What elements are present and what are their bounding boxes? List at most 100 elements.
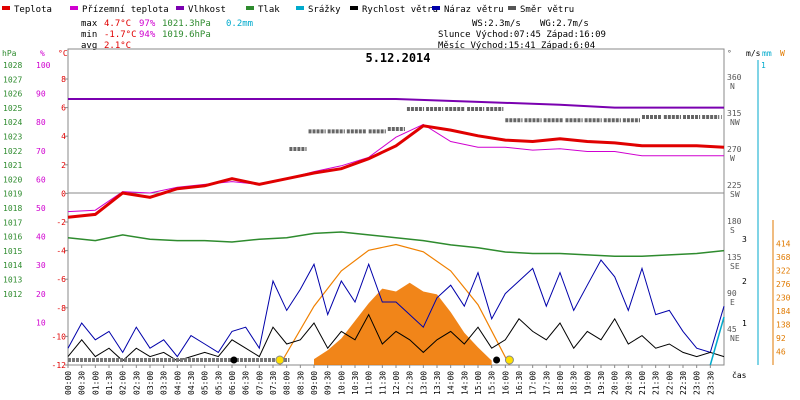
- legend: Teplota Přízemní teplota Vlhkost Tlak Srážky…: [2, 5, 574, 15]
- legend-label: Směr větru: [520, 5, 574, 15]
- x-tick-label: 09:30: [324, 371, 333, 395]
- x-tick-label: 23:00: [693, 371, 702, 395]
- wind-tick-label: 1: [742, 319, 747, 328]
- hpa-tick-label: 1017: [3, 218, 22, 227]
- x-tick-label: 07:00: [255, 371, 264, 395]
- pct-tick-label: 70: [36, 147, 46, 156]
- ms-axis-header: m/s: [746, 49, 761, 58]
- legend-label: Vlhkost: [188, 5, 226, 15]
- x-tick-label: 22:30: [679, 371, 688, 395]
- x-tick-label: 23:30: [706, 371, 715, 395]
- legend-swatch: [70, 6, 78, 10]
- max-temp: 4.7°C: [104, 19, 131, 29]
- hpa-tick-label: 1021: [3, 161, 22, 170]
- x-tick-label: 04:00: [173, 371, 182, 395]
- max-pressure: 1021.3hPa: [162, 19, 211, 29]
- x-tick-label: 08:00: [283, 371, 292, 395]
- pressure-line: [67, 231, 725, 258]
- direction-tick-label: N: [730, 82, 735, 91]
- hpa-tick-label: 1014: [3, 261, 22, 270]
- x-tick-label: 20:30: [624, 371, 633, 395]
- pct-tick-label: 30: [36, 261, 46, 270]
- x-tick-label: 05:30: [214, 371, 223, 395]
- temp-tick-label: 4: [61, 132, 66, 141]
- pct-tick-label: 20: [36, 290, 46, 299]
- legend-label: Srážky: [308, 5, 341, 15]
- legend-label: Tlak: [258, 5, 280, 15]
- legend-label: Náraz větru: [444, 5, 504, 15]
- temp-tick-label: -12: [52, 361, 67, 370]
- sun-tick-label: 46: [776, 347, 786, 356]
- series-layer: [67, 98, 725, 366]
- sun-tick-label: 184: [776, 307, 791, 316]
- left-axes: 1028102710261025102410231022102110201019…: [3, 61, 68, 370]
- x-tick-label: 10:00: [337, 371, 346, 395]
- direction-tick-label: NE: [730, 334, 740, 343]
- temp-tick-label: -4: [56, 247, 66, 256]
- legend-swatch: [246, 6, 254, 10]
- sun-tick-label: 92: [776, 334, 786, 343]
- mm-axis-header: mm: [762, 49, 772, 58]
- x-tick-label: 20:00: [611, 371, 620, 395]
- hpa-tick-label: 1016: [3, 233, 22, 242]
- direction-tick-label: NW: [730, 118, 740, 127]
- hpa-tick-label: 1012: [3, 290, 22, 299]
- x-tick-label: 19:30: [597, 371, 606, 395]
- sun-theoretical-line: [279, 243, 510, 366]
- wind-gust-stat: WG:2.7m/s: [540, 19, 589, 29]
- rain-line: [709, 316, 725, 366]
- degc-axis-header: °C: [58, 49, 68, 58]
- sun-times: Slunce Východ:07:45 Západ:16:09: [438, 30, 606, 40]
- wind-tick-label: 3: [742, 235, 747, 244]
- x-tick-label: 14:00: [447, 371, 456, 395]
- x-tick-label: 09:00: [310, 371, 319, 395]
- hpa-tick-label: 1013: [3, 276, 22, 285]
- legend-swatch: [2, 6, 10, 10]
- pct-tick-label: 40: [36, 233, 46, 242]
- pct-tick-label: 10: [36, 318, 46, 327]
- x-tick-label: 06:30: [242, 371, 251, 395]
- x-tick-label: 17:30: [542, 371, 551, 395]
- direction-tick-label: W: [730, 154, 735, 163]
- pct-tick-label: 100: [36, 61, 51, 70]
- max-rain: 0.2mm: [226, 19, 253, 29]
- direction-tick-value: 315: [727, 109, 742, 118]
- x-tick-label: 03:30: [160, 371, 169, 395]
- time-axis-header: čas: [732, 370, 747, 380]
- sunrise-marker: [275, 355, 285, 365]
- x-tick-label: 12:00: [392, 371, 401, 395]
- hpa-tick-label: 1022: [3, 147, 22, 156]
- x-tick-label: 11:30: [378, 371, 387, 395]
- wind-gust-line: [67, 259, 725, 358]
- temp-tick-label: -8: [56, 304, 66, 313]
- legend-swatch: [508, 6, 516, 10]
- x-tick-label: 06:00: [228, 371, 237, 395]
- legend-swatch: [176, 6, 184, 10]
- x-tick-label: 02:00: [119, 371, 128, 395]
- x-tick-label: 00:00: [64, 371, 73, 395]
- x-tick-label: 19:00: [583, 371, 592, 395]
- humidity-line: [68, 98, 724, 109]
- pct-tick-label: 90: [36, 90, 46, 99]
- chart-title: 5.12.2014: [365, 51, 430, 65]
- sun-tick-label: 322: [776, 266, 791, 275]
- pct-tick-label: 60: [36, 175, 46, 184]
- x-tick-label: 10:30: [351, 371, 360, 395]
- direction-tick-label: S: [730, 226, 735, 235]
- moonrise-marker: [493, 356, 501, 364]
- hpa-axis-header: hPa: [2, 49, 17, 58]
- hpa-tick-label: 1026: [3, 90, 22, 99]
- x-tick-label: 00:30: [78, 371, 87, 395]
- x-tick-label: 16:00: [501, 371, 510, 395]
- x-tick-label: 21:00: [638, 371, 647, 395]
- min-humidity: 94%: [139, 30, 156, 40]
- direction-tick-value: 270: [727, 145, 742, 154]
- hpa-tick-label: 1023: [3, 133, 22, 142]
- moon-times: Měsíc Východ:15:41 Západ:6:04: [438, 41, 595, 51]
- avg-label: avg: [81, 41, 97, 51]
- x-tick-label: 18:00: [556, 371, 565, 395]
- x-tick-label: 16:30: [515, 371, 524, 395]
- min-label: min: [81, 30, 97, 40]
- sun-measured-area: [314, 282, 492, 365]
